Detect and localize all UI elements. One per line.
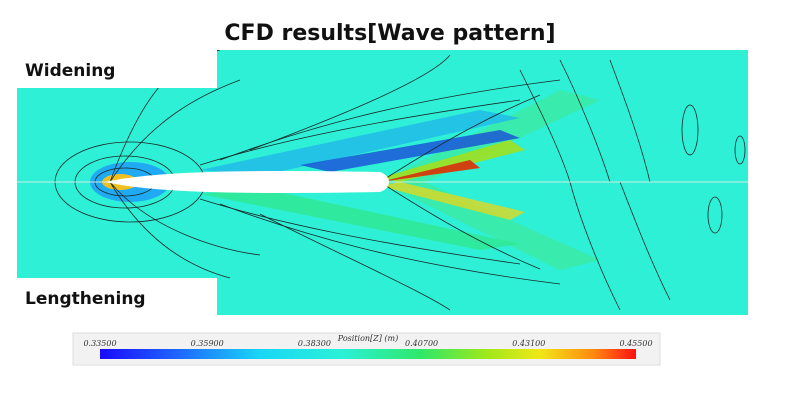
title: CFD results[Wave pattern] [224, 21, 555, 46]
colorbar-scale [100, 349, 636, 359]
colorbar-title: Position[Z] (m) [337, 334, 398, 343]
colorbar-tick-label: 0.33500 [83, 339, 116, 348]
colorbar-tick-label: 0.45500 [619, 339, 652, 348]
colorbar-tick-label: 0.35900 [191, 339, 224, 348]
colorbar: Position[Z] (m) 0.33500 0.35900 0.38300 0.4… [72, 332, 661, 366]
bottom-label: Lengthening [25, 289, 146, 309]
top-label: Widening [25, 61, 115, 81]
hull [105, 171, 389, 193]
colorbar-tick-label: 0.38300 [298, 339, 331, 348]
colorbar-tick-label: 0.43100 [512, 339, 545, 348]
cfd-field [17, 50, 748, 315]
colorbar-tick-label: 0.40700 [405, 339, 438, 348]
